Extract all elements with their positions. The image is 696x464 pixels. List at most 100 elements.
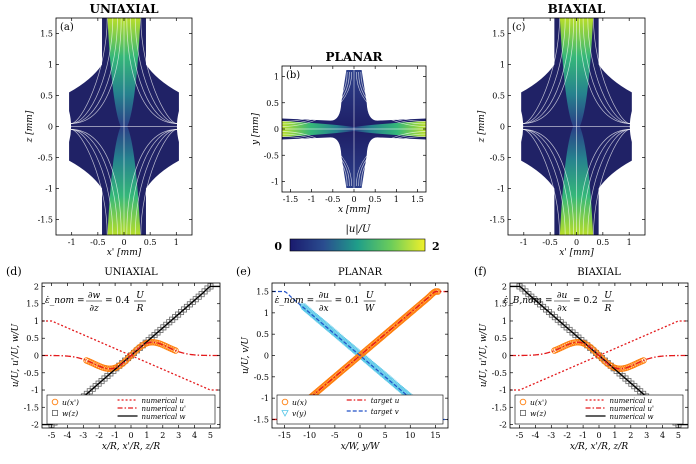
marker-u-prime [586, 343, 594, 351]
chart-planar: -15 -10 -5 0 5 10 15 -1.5 -1 -0.5 0 0.5 1 1.5 x/W, y/W… [236, 265, 449, 452]
marker-u-prime [596, 353, 604, 360]
panel-letter: (b) [286, 70, 300, 81]
x-tick-label: -2 [563, 431, 571, 440]
y-tick-label: 0 [500, 123, 505, 132]
rate-u-den: R [604, 304, 612, 314]
field-panel-planar: -1.5 -1 -0.5 0 0.5 1 1.5 -1 -0.5 0 0.5 1 x [mm] y [mm… [251, 50, 427, 215]
legend-label: u(x') [62, 398, 79, 407]
field-title: UNIAXIAL [89, 2, 159, 16]
x-tick-label: 1 [144, 431, 149, 440]
streamline [70, 129, 108, 236]
rate-u-num: U [136, 291, 144, 301]
y-tick-label: 0 [48, 123, 53, 132]
panel-letter: (f) [474, 265, 487, 278]
legend-label: target u [371, 397, 400, 405]
streamline [281, 71, 353, 127]
x-tick-label: 0 [351, 195, 356, 204]
marker-u-prime [130, 349, 138, 356]
marker-u-prime [122, 357, 130, 364]
rate-u-den: W [365, 304, 375, 314]
y-tick-label: 0.5 [266, 99, 279, 108]
y-tick-label: -1.5 [492, 403, 507, 412]
x-tick-label: -15 [278, 431, 291, 440]
y-tick-label: 0.5 [26, 334, 39, 343]
marker-u-prime [590, 347, 598, 354]
x-tick-label: 1 [174, 238, 179, 247]
legend-marker [51, 398, 59, 406]
chart-title: PLANAR [338, 267, 383, 278]
x-tick-label: 0.5 [596, 238, 609, 247]
legend-marker [52, 409, 59, 416]
y-axis-label: u/U, u'/U, w/U [11, 323, 21, 387]
colorbar-min: 0 [274, 240, 282, 253]
x-tick-label: 3 [176, 431, 181, 440]
marker-u-prime [602, 358, 610, 366]
line-numerical-u-prime [42, 341, 220, 370]
marker-u-prime [598, 355, 606, 362]
y-tick-label: 1.5 [40, 30, 53, 39]
streamline [70, 17, 108, 124]
streamline [281, 136, 348, 187]
rate-frac-den: ∂z [89, 304, 99, 314]
streamline [140, 17, 178, 124]
y-tick-label: -1.5 [38, 216, 53, 225]
x-tick-label: 2 [628, 431, 633, 440]
streamline [578, 129, 630, 236]
x-tick-label: 2 [160, 431, 165, 440]
streamline [523, 129, 575, 236]
marker-u-prime [132, 347, 140, 354]
x-tick-label: -3 [79, 431, 87, 440]
chart-biaxial: -5 -4 -3 -2 -1 0 1 2 3 4 5-2-1.5-1-0.500.511.52x/R… [474, 265, 689, 452]
x-axis-label: x/R, x'/R, z/R [102, 442, 160, 452]
streamline [355, 71, 427, 127]
panel-letter: (a) [60, 22, 74, 33]
colorbar-label: |u|/U [346, 224, 372, 235]
streamline [578, 17, 630, 124]
y-tick-label: -0.5 [24, 369, 39, 378]
rate-eq-sign: = [307, 296, 315, 306]
y-tick-label: 2 [34, 282, 39, 291]
x-tick-label: 1 [627, 238, 632, 247]
x-tick-label: -2 [95, 431, 103, 440]
y-tick-label: 1 [502, 317, 507, 326]
y-tick-label: 0 [274, 125, 279, 134]
y-tick-label: -1 [271, 178, 279, 187]
x-axis-label: x [mm] [338, 205, 371, 215]
rate-lhs: ε̇_nom [45, 296, 74, 306]
y-tick-label: 0 [34, 352, 39, 361]
streamline [140, 129, 178, 236]
streamline [358, 133, 427, 187]
y-tick-label: 0.5 [256, 330, 269, 339]
rate-mid: = 0.1 [335, 296, 360, 306]
x-tick-label: -10 [303, 431, 316, 440]
x-tick-label: 0 [121, 238, 126, 247]
y-tick-label: 1.5 [492, 30, 505, 39]
legend-label: w(z) [62, 409, 78, 418]
marker-u-prime [584, 342, 592, 349]
panel-letter: (e) [236, 265, 251, 278]
y-tick-label: -0.5 [38, 154, 53, 163]
rate-eq-sign: = [545, 296, 553, 306]
y-axis-label: z [mm] [477, 110, 487, 143]
streamline [281, 133, 350, 187]
streamline [360, 136, 427, 187]
legend-label: numerical u' [142, 405, 186, 413]
streamline [523, 17, 575, 124]
y-tick-label: 1 [34, 317, 39, 326]
y-tick-label: -0.5 [264, 151, 279, 160]
marker-u-prime [120, 358, 128, 366]
x-tick-label: 5 [676, 431, 681, 440]
x-tick-label: 5 [208, 431, 213, 440]
y-axis-label: z [mm] [25, 110, 35, 143]
x-tick-label: -1 [308, 195, 316, 204]
x-tick-label: 10 [405, 431, 415, 440]
rate-lhs: ε̇_B,nom [503, 296, 542, 306]
y-tick-label: 1 [48, 61, 53, 70]
x-tick-label: 3 [644, 431, 649, 440]
marker-u-prime [126, 353, 134, 360]
x-tick-label: -0.5 [325, 195, 340, 204]
legend-label: numerical w [142, 413, 186, 421]
rate-frac-num: ∂u [557, 291, 568, 301]
legend-marker [520, 409, 527, 416]
x-tick-label: -1 [579, 431, 587, 440]
